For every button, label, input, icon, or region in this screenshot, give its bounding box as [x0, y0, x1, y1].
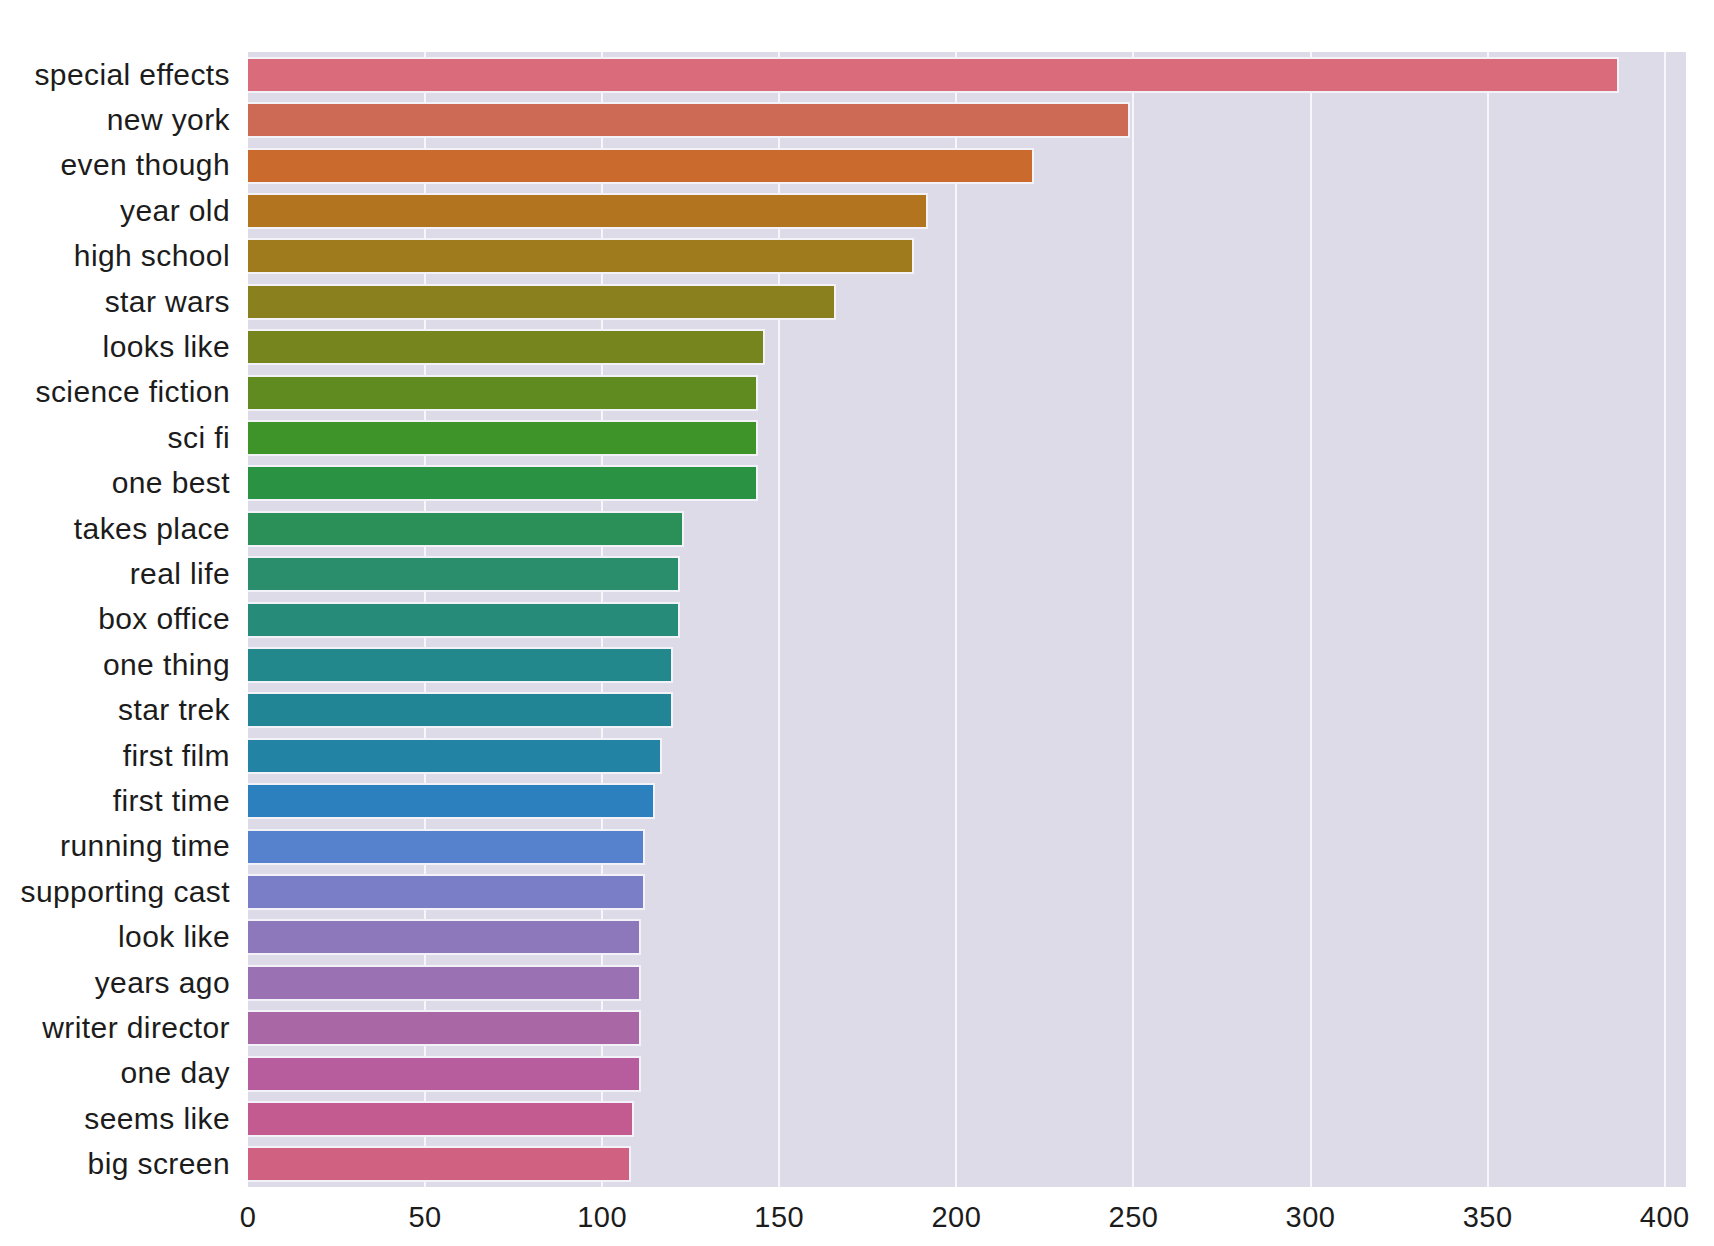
x-tick-label-250: 250: [1109, 1201, 1159, 1234]
bar-sci-fi: [248, 420, 758, 456]
x-tick-label-300: 300: [1286, 1201, 1336, 1234]
y-tick-label-star-wars: star wars: [0, 279, 230, 324]
gridline-350: [1487, 52, 1489, 1187]
y-tick-label-takes-place: takes place: [0, 506, 230, 551]
x-tick-label-50: 50: [408, 1201, 441, 1234]
y-tick-label-year-old: year old: [0, 188, 230, 233]
y-tick-label-new-york: new york: [0, 97, 230, 142]
bar-science-fiction: [248, 375, 758, 411]
plot-area: [248, 52, 1686, 1187]
bar-new-york: [248, 102, 1130, 138]
bar-first-time: [248, 783, 655, 819]
y-tick-label-one-thing: one thing: [0, 642, 230, 687]
y-tick-label-look-like: look like: [0, 915, 230, 960]
y-tick-label-sci-fi: sci fi: [0, 415, 230, 460]
bar-one-thing: [248, 647, 673, 683]
bar-year-old: [248, 193, 928, 229]
bar-box-office: [248, 602, 680, 638]
x-tick-label-400: 400: [1640, 1201, 1690, 1234]
y-tick-label-supporting-cast: supporting cast: [0, 869, 230, 914]
bigram-frequency-bar-chart: special effectsnew yorkeven thoughyear o…: [0, 0, 1714, 1246]
y-tick-label-one-best: one best: [0, 461, 230, 506]
bar-running-time: [248, 829, 645, 865]
bar-years-ago: [248, 965, 641, 1001]
x-tick-label-150: 150: [754, 1201, 804, 1234]
bar-writer-director: [248, 1010, 641, 1046]
y-tick-label-running-time: running time: [0, 824, 230, 869]
x-tick-label-0: 0: [240, 1201, 257, 1234]
bar-star-wars: [248, 284, 836, 320]
x-tick-label-100: 100: [577, 1201, 627, 1234]
y-tick-label-special-effects: special effects: [0, 52, 230, 97]
y-tick-label-looks-like: looks like: [0, 324, 230, 369]
bar-big-screen: [248, 1146, 631, 1182]
y-axis-labels: special effectsnew yorkeven thoughyear o…: [0, 52, 230, 1187]
bar-look-like: [248, 919, 641, 955]
y-tick-label-first-film: first film: [0, 733, 230, 778]
y-tick-label-writer-director: writer director: [0, 1005, 230, 1050]
gridline-250: [1132, 52, 1134, 1187]
y-tick-label-even-though: even though: [0, 143, 230, 188]
bar-real-life: [248, 556, 680, 592]
y-tick-label-high-school: high school: [0, 234, 230, 279]
bar-supporting-cast: [248, 874, 645, 910]
bar-seems-like: [248, 1101, 634, 1137]
y-tick-label-first-time: first time: [0, 778, 230, 823]
y-tick-label-big-screen: big screen: [0, 1142, 230, 1187]
x-tick-label-200: 200: [931, 1201, 981, 1234]
gridline-400: [1664, 52, 1666, 1187]
bar-takes-place: [248, 511, 684, 547]
bar-star-trek: [248, 692, 673, 728]
y-tick-label-years-ago: years ago: [0, 960, 230, 1005]
y-tick-label-one-day: one day: [0, 1051, 230, 1096]
bar-special-effects: [248, 57, 1619, 93]
x-tick-label-350: 350: [1463, 1201, 1513, 1234]
bar-high-school: [248, 238, 914, 274]
bar-even-though: [248, 148, 1034, 184]
y-tick-label-science-fiction: science fiction: [0, 370, 230, 415]
x-axis-labels: 0 50 100 150 200 250 300 350 400: [0, 1187, 1714, 1246]
y-tick-label-box-office: box office: [0, 597, 230, 642]
y-tick-label-real-life: real life: [0, 551, 230, 596]
gridline-200: [955, 52, 957, 1187]
bar-first-film: [248, 738, 662, 774]
bar-looks-like: [248, 329, 765, 365]
gridline-300: [1310, 52, 1312, 1187]
bar-one-day: [248, 1056, 641, 1092]
y-tick-label-star-trek: star trek: [0, 688, 230, 733]
bar-one-best: [248, 465, 758, 501]
y-tick-label-seems-like: seems like: [0, 1096, 230, 1141]
